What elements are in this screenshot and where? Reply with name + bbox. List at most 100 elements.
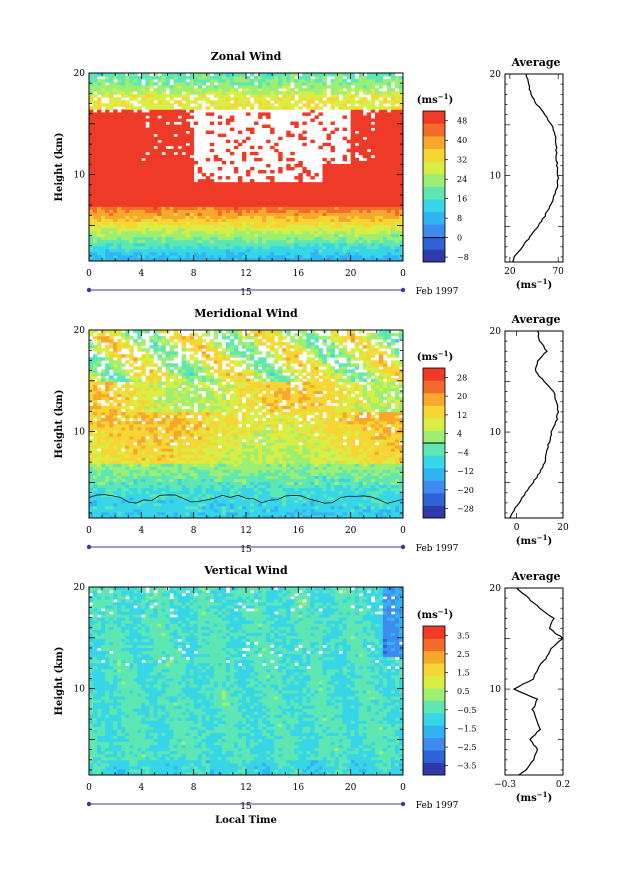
heatmap-cell bbox=[137, 233, 142, 238]
heatmap-cell bbox=[370, 73, 376, 77]
heatmap-cell bbox=[318, 257, 323, 262]
heatmap-cell bbox=[165, 185, 170, 189]
heatmap-cell bbox=[366, 191, 372, 195]
heatmap-cell bbox=[181, 191, 187, 195]
heatmap-cell bbox=[342, 185, 348, 189]
heatmap-cell bbox=[141, 176, 146, 180]
heatmap-cell bbox=[382, 496, 388, 501]
heatmap-cell bbox=[318, 145, 323, 150]
heatmap-cell bbox=[382, 145, 388, 150]
heatmap-cell bbox=[161, 115, 166, 119]
heatmap-cell bbox=[153, 502, 158, 507]
heatmap-cell bbox=[334, 173, 339, 177]
heatmap-cell bbox=[266, 194, 271, 198]
heatmap-cell bbox=[390, 257, 396, 262]
heatmap-cell bbox=[125, 179, 130, 183]
heatmap-cell bbox=[181, 112, 187, 116]
heatmap-cell bbox=[374, 245, 380, 250]
heatmap-cell bbox=[241, 239, 247, 244]
heatmap-cell bbox=[129, 94, 134, 98]
heatmap-cell bbox=[205, 484, 211, 489]
heatmap-cell bbox=[89, 109, 94, 113]
heatmap-cell bbox=[193, 496, 199, 501]
heatmap-cell bbox=[225, 194, 231, 198]
heatmap-cell bbox=[358, 257, 364, 262]
heatmap-cell bbox=[109, 106, 114, 110]
heatmap-cell bbox=[113, 191, 118, 195]
heatmap-cell bbox=[354, 127, 360, 132]
heatmap-cell bbox=[338, 206, 344, 210]
heatmap-cell bbox=[318, 484, 323, 489]
heatmap-cell bbox=[193, 76, 199, 80]
heatmap-cell bbox=[241, 139, 247, 144]
heatmap-cell bbox=[318, 112, 323, 116]
heatmap-cell bbox=[225, 493, 231, 498]
heatmap-cell bbox=[302, 254, 307, 259]
heatmap-cell bbox=[101, 218, 106, 222]
heatmap-cell bbox=[137, 142, 142, 147]
heatmap-cell bbox=[262, 230, 267, 235]
heatmap-cell bbox=[314, 197, 319, 201]
heatmap-cell bbox=[262, 215, 267, 219]
heatmap-cell bbox=[390, 182, 396, 186]
heatmap-cell bbox=[109, 182, 114, 186]
heatmap-cell bbox=[318, 188, 323, 192]
heatmap-cell bbox=[193, 511, 199, 516]
heatmap-cell bbox=[145, 170, 150, 174]
heatmap-cell bbox=[394, 239, 400, 244]
heatmap-cell bbox=[165, 176, 170, 180]
heatmap-cell bbox=[326, 257, 331, 262]
heatmap-cell bbox=[181, 206, 187, 210]
heatmap-cell bbox=[189, 136, 195, 141]
heatmap-cell bbox=[262, 490, 267, 495]
heatmap-cell bbox=[302, 112, 307, 116]
heatmap-cell bbox=[306, 194, 311, 198]
heatmap-cell bbox=[350, 94, 356, 98]
heatmap-cell bbox=[346, 203, 352, 207]
heatmap-cell bbox=[93, 173, 98, 177]
heatmap-cell bbox=[153, 257, 158, 262]
heatmap-cell bbox=[270, 106, 275, 110]
heatmap-cell bbox=[105, 148, 110, 153]
heatmap-cell bbox=[246, 191, 251, 195]
heatmap-cell bbox=[306, 103, 311, 107]
heatmap-cell bbox=[362, 224, 368, 229]
heatmap-cell bbox=[274, 215, 279, 219]
heatmap-cell bbox=[133, 251, 138, 256]
heatmap-cell bbox=[185, 242, 191, 247]
heatmap-cell bbox=[141, 160, 146, 165]
heatmap-cell bbox=[326, 245, 331, 250]
heatmap-cell bbox=[374, 115, 380, 119]
heatmap-cell bbox=[398, 221, 404, 226]
heatmap-cell bbox=[358, 139, 364, 144]
heatmap-cell bbox=[145, 200, 150, 204]
heatmap-cell bbox=[346, 490, 352, 495]
heatmap-cell bbox=[197, 481, 203, 486]
heatmap-cell bbox=[189, 76, 195, 80]
heatmap-cell bbox=[117, 194, 122, 198]
heatmap-cell bbox=[378, 200, 384, 204]
heatmap-cell bbox=[177, 194, 182, 198]
heatmap-cell bbox=[201, 218, 207, 222]
heatmap-cell bbox=[113, 188, 118, 192]
heatmap-cell bbox=[145, 139, 150, 144]
heatmap-cell bbox=[121, 182, 126, 186]
heatmap-cell bbox=[318, 182, 323, 186]
heatmap-cell bbox=[209, 212, 215, 216]
heatmap-cell bbox=[109, 160, 114, 165]
heatmap-cell bbox=[169, 514, 174, 519]
heatmap-cell bbox=[157, 502, 162, 507]
heatmap-cell bbox=[189, 139, 195, 144]
heatmap-cell bbox=[153, 508, 158, 513]
heatmap-cell bbox=[338, 227, 344, 232]
heatmap-cell bbox=[298, 160, 303, 165]
heatmap-cell bbox=[322, 505, 327, 510]
heatmap-cell bbox=[382, 257, 388, 262]
heatmap-cell bbox=[246, 502, 251, 507]
heatmap-cell bbox=[266, 212, 271, 216]
heatmap-cell bbox=[109, 194, 114, 198]
heatmap-cell bbox=[374, 82, 380, 86]
heatmap-cell bbox=[121, 254, 126, 259]
heatmap-cell bbox=[298, 224, 303, 229]
heatmap-cell bbox=[145, 194, 150, 198]
